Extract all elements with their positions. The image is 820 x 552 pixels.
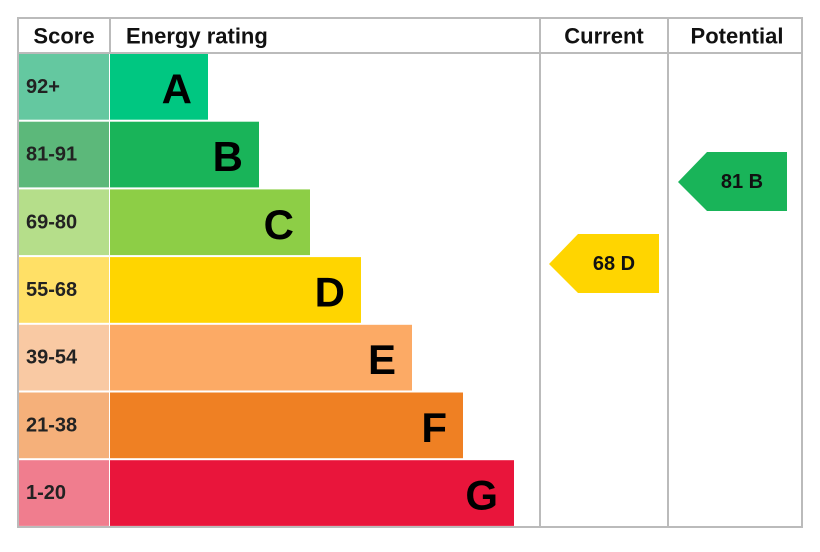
current-label: 68 D [593, 253, 635, 275]
potential-label: 81 B [721, 171, 763, 193]
score-cell [18, 54, 109, 120]
score-label: 21-38 [26, 414, 77, 436]
score-label: 69-80 [26, 211, 77, 233]
rating-bar [110, 121, 259, 188]
rating-letter: C [264, 201, 294, 248]
rating-letter: G [465, 472, 498, 519]
rating-bar [110, 54, 208, 120]
rating-bar [110, 324, 412, 391]
score-cell [18, 460, 109, 526]
header-potential: Potential [691, 24, 784, 49]
bands: 92+ A 81-91 B 69-80 C 55-68 D 39-54 E 21-38 F 1-20 G [18, 54, 514, 526]
score-label: 92+ [26, 76, 60, 98]
rating-letter: E [368, 336, 396, 383]
score-cell [18, 392, 109, 459]
header-current: Current [564, 24, 644, 49]
potential-arrow [678, 152, 787, 211]
rating-letter: A [162, 65, 192, 112]
header-score: Score [33, 24, 94, 49]
score-cell [18, 257, 109, 323]
rating-letter: B [213, 133, 243, 180]
score-cell [18, 324, 109, 391]
header-rating: Energy rating [126, 24, 268, 49]
rating-letter: D [315, 268, 345, 315]
table-frame [17, 17, 803, 528]
score-cell [18, 121, 109, 188]
current-arrow [549, 234, 659, 293]
score-label: 1-20 [26, 482, 66, 504]
rating-bar [110, 460, 514, 526]
score-cell [18, 189, 109, 256]
rating-letter: F [421, 404, 447, 451]
rating-bar [110, 257, 361, 323]
rating-bar [110, 189, 310, 256]
rating-bar [110, 392, 463, 459]
score-label: 39-54 [26, 347, 78, 369]
score-label: 55-68 [26, 279, 77, 301]
score-label: 81-91 [26, 144, 77, 166]
outer-border [17, 17, 803, 528]
